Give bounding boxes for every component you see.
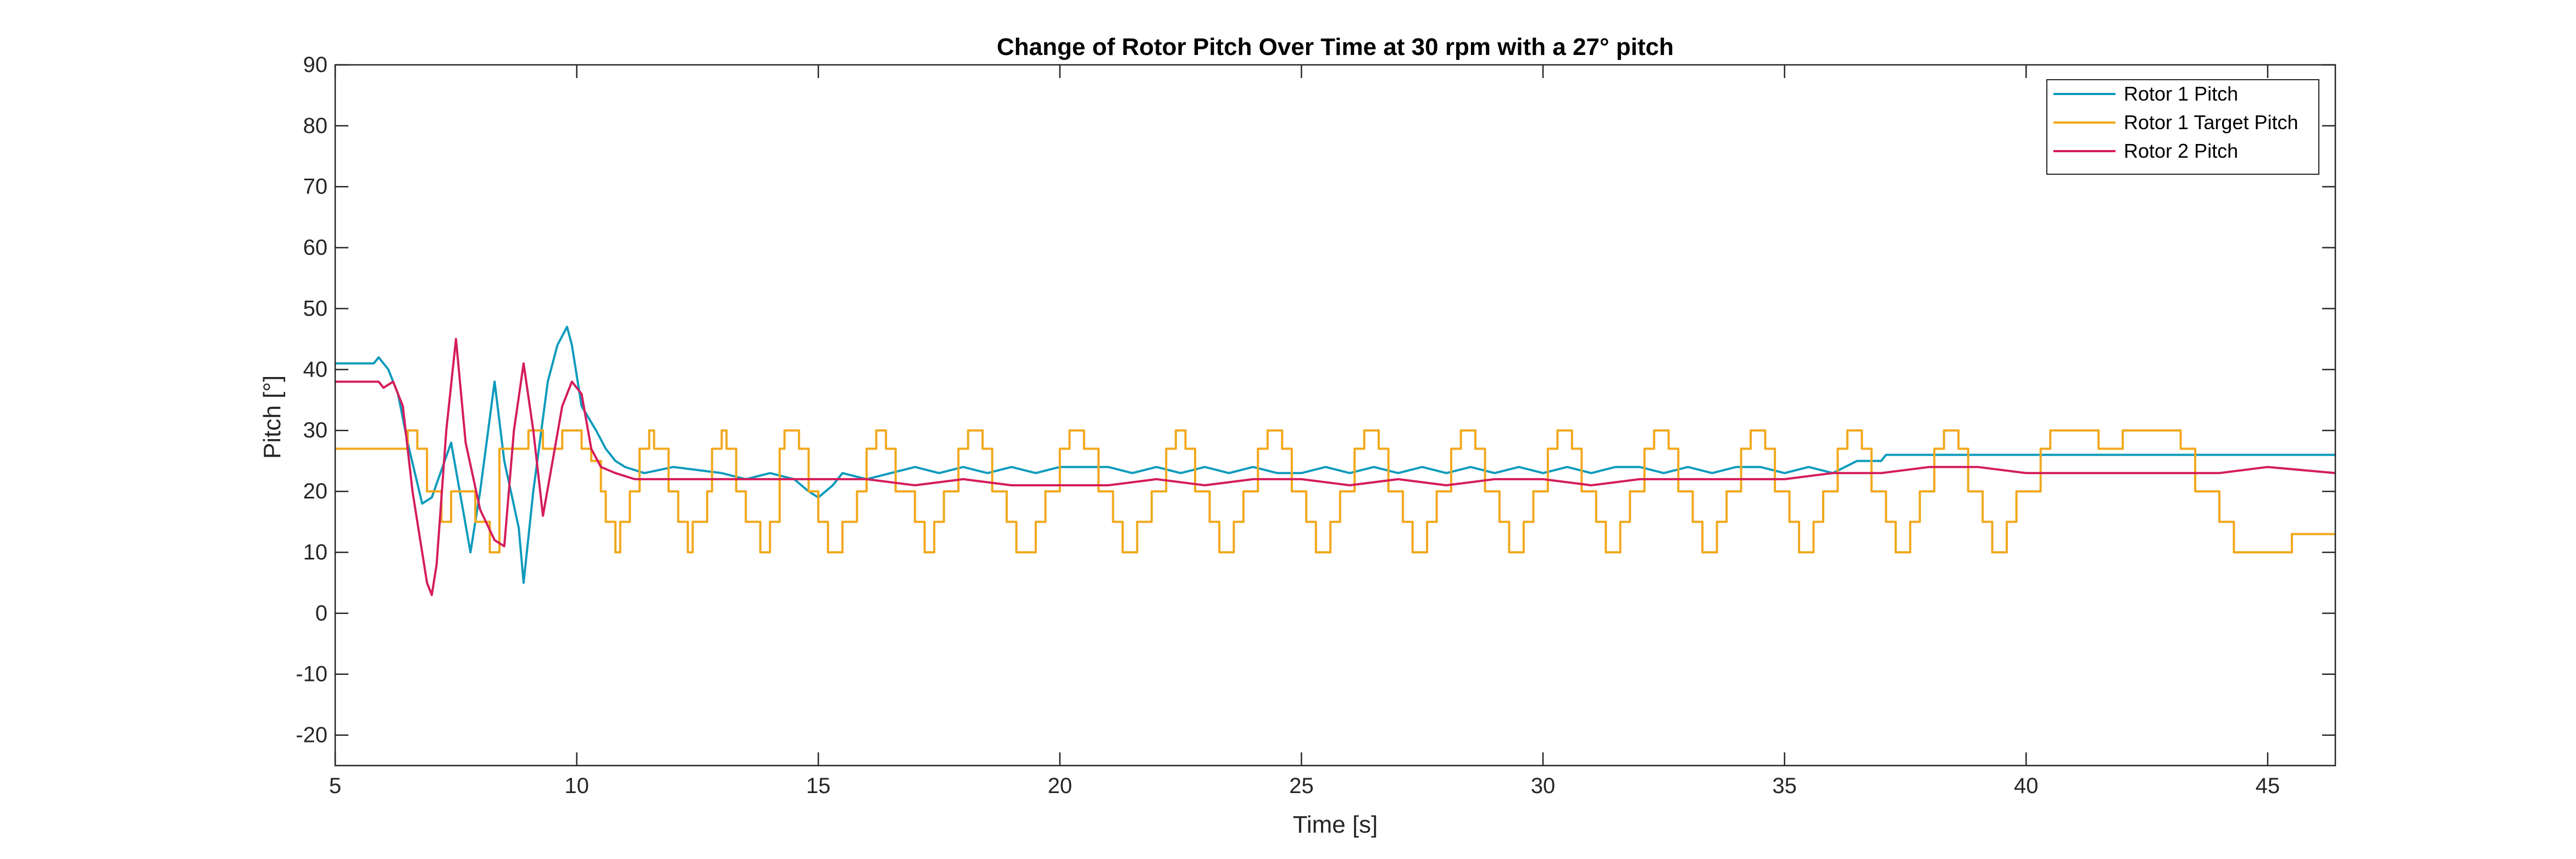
y-tick-label: 10 xyxy=(303,540,328,564)
legend-box xyxy=(2046,79,2319,175)
y-tick-label: 70 xyxy=(303,175,328,199)
legend-label-3: Rotor 2 Pitch xyxy=(2124,140,2238,162)
x-tick-label: 25 xyxy=(1289,774,1314,798)
y-axis-label: Pitch [°] xyxy=(259,375,286,459)
plot-background xyxy=(335,65,2335,766)
y-tick-label: 40 xyxy=(303,357,328,381)
x-tick-label: 20 xyxy=(1048,774,1073,798)
y-tick-label: 60 xyxy=(303,236,328,260)
series-line-1 xyxy=(335,325,2335,584)
plot-area xyxy=(335,65,2336,766)
x-tick-label: 35 xyxy=(1772,774,1797,798)
y-tick-label: 90 xyxy=(303,53,328,77)
legend-label-2: Rotor 1 Target Pitch xyxy=(2124,111,2299,134)
x-tick-label: 30 xyxy=(1531,774,1556,798)
axes: 5 10 15 20 25 30 35 40 45 -20 -10 0 10 20 30 40 50 60 70 80… xyxy=(296,53,2336,798)
chart-title: Change of Rotor Pitch Over Time at 30 rp… xyxy=(997,34,1674,60)
y-tick-label: 20 xyxy=(303,479,328,503)
x-tick-label: 45 xyxy=(2256,774,2280,798)
y-tick-label: 30 xyxy=(303,418,328,442)
y-tick-label: -10 xyxy=(296,662,327,686)
x-tick-label: 40 xyxy=(2014,774,2039,798)
x-tick-label: 15 xyxy=(806,774,831,798)
legend-label-1: Rotor 1 Pitch xyxy=(2124,82,2238,105)
x-tick-label: 10 xyxy=(564,774,589,798)
series-line-2 xyxy=(335,429,2335,553)
series-line-3 xyxy=(335,337,2336,596)
x-tick-label: 5 xyxy=(329,774,341,798)
x-axis-label: Time [s] xyxy=(1293,811,1378,838)
y-tick-label: 0 xyxy=(315,601,327,625)
y-tick-label: 80 xyxy=(303,114,328,138)
axes-box xyxy=(334,64,2336,767)
legend: Rotor 1 Pitch Rotor 1 Target Pitch Rotor 2… xyxy=(2046,79,2319,175)
y-tick-label: 50 xyxy=(303,296,328,320)
y-tick-label: -20 xyxy=(296,723,327,747)
